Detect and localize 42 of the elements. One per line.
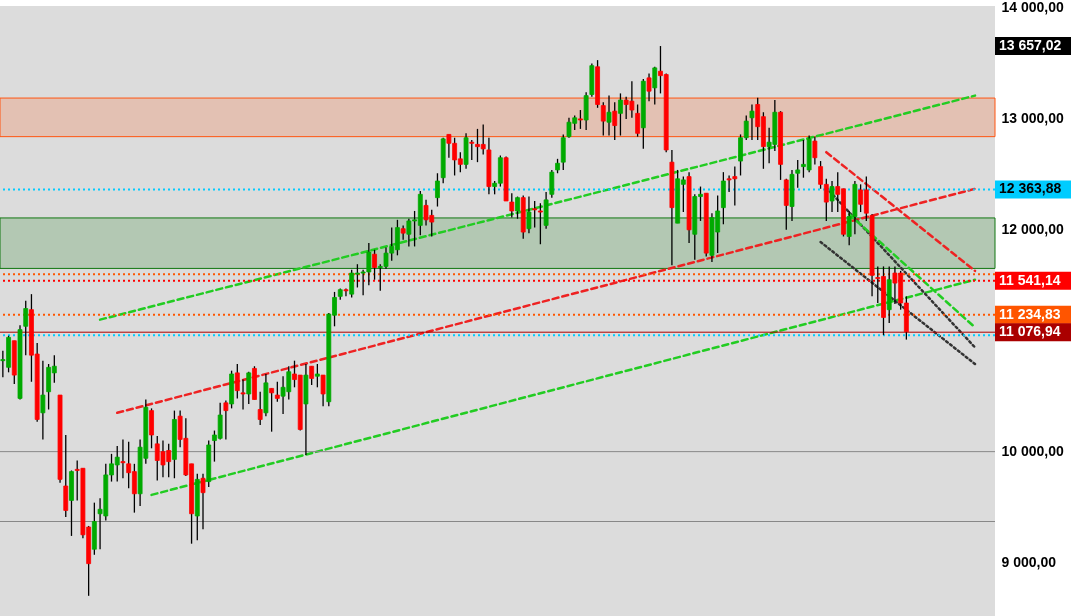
candlestick [829, 180, 835, 213]
candlestick [257, 391, 263, 426]
candlestick [309, 365, 315, 386]
candlestick [606, 94, 612, 137]
y-tick-label: 9 000,00 [1001, 554, 1057, 571]
candlestick [549, 169, 555, 199]
candlestick [314, 363, 320, 388]
candlestick [618, 92, 623, 137]
candlestick [200, 473, 206, 530]
candlestick [795, 159, 801, 189]
candlestick [246, 371, 252, 405]
candlestick [749, 103, 755, 141]
candlestick [240, 378, 246, 411]
text: 13 657,02 [999, 37, 1062, 54]
candlestick [646, 72, 652, 102]
y-tick-label: 13 000,00 [1001, 110, 1064, 127]
ref-line-label: 11 076,94 [999, 323, 1061, 340]
candlestick [223, 399, 229, 441]
ref-line-label: 11 541,14 [999, 271, 1061, 288]
candlestick [526, 195, 532, 234]
candlestick [400, 224, 406, 241]
candlestick [612, 101, 618, 141]
candlestick [320, 374, 326, 407]
candlestick [435, 172, 440, 208]
candlestick [120, 438, 126, 479]
candlestick [635, 103, 640, 138]
y-tick-label: 14 000,00 [1001, 0, 1064, 16]
y-tick-label: 10 000,00 [1001, 443, 1064, 460]
candlestick [469, 139, 475, 161]
candlestick [578, 109, 583, 130]
candlestick [269, 387, 275, 433]
candlestick [343, 287, 349, 298]
ref-line-label: 11 234,83 [999, 305, 1061, 322]
y-tick-label: 12 000,00 [1001, 221, 1064, 238]
candlestick [600, 101, 606, 137]
candlestick [274, 381, 280, 403]
candlestick [23, 300, 29, 356]
candlestick [812, 136, 818, 166]
candlestick [652, 66, 658, 106]
candlestick [40, 360, 46, 441]
candlestick [234, 363, 240, 400]
ref-line-label: 12 363,88 [999, 180, 1062, 197]
